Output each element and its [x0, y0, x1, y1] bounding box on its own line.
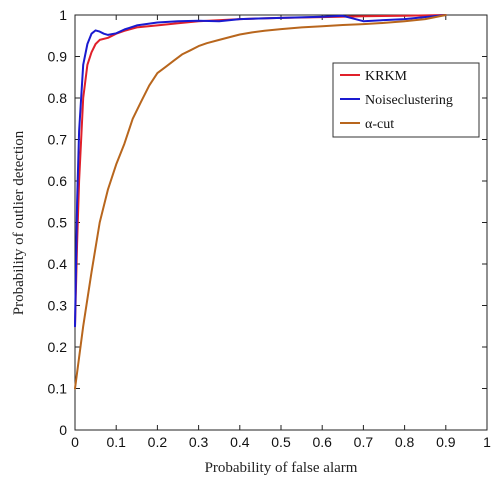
y-tick-label: 0.3: [48, 298, 68, 314]
legend-label-krkm: KRKM: [365, 69, 408, 84]
y-tick-label: 0.6: [48, 173, 68, 189]
y-tick-label: 0.1: [48, 381, 68, 397]
y-tick-label: 0.4: [48, 256, 68, 272]
x-tick-label: 0.7: [354, 434, 374, 450]
y-tick-label: 0: [59, 422, 67, 438]
y-tick-label: 0.8: [48, 90, 68, 106]
x-tick-label: 0.6: [312, 434, 332, 450]
y-tick-label: 0.2: [48, 339, 68, 355]
x-tick-label: 0.9: [436, 434, 456, 450]
x-tick-label: 0.8: [395, 434, 415, 450]
x-axis-title: Probability of false alarm: [205, 460, 358, 476]
x-tick-label: 0.1: [106, 434, 126, 450]
x-tick-label: 0.4: [230, 434, 250, 450]
y-tick-label: 0.5: [48, 215, 68, 231]
y-axis-title: Probability of outlier detection: [11, 130, 27, 315]
series-line-noiseclustering: [74, 14, 447, 328]
legend-label-alpha-cut: α-cut: [365, 117, 394, 132]
series-line-alpha-cut: [74, 14, 447, 390]
x-tick-label: 0.3: [189, 434, 209, 450]
legend: KRKM Noiseclustering α-cut: [332, 62, 480, 138]
legend-label-noiseclustering: Noiseclustering: [365, 93, 453, 108]
axis-ticks: 0 0.1 0.2 0.3 0.4 0.5 0.6 0.7 0.8 0.9 1 0 0.1 0.2 0.3 0…: [48, 7, 492, 450]
y-tick-label: 0.7: [48, 132, 68, 148]
series-lines: [74, 14, 447, 390]
y-tick-label: 0.9: [48, 49, 68, 65]
x-tick-label: 1: [483, 434, 491, 450]
y-tick-label: 1: [59, 7, 67, 23]
x-tick-label: 0.2: [148, 434, 168, 450]
x-tick-label: 0: [71, 434, 79, 450]
x-tick-label: 0.5: [271, 434, 291, 450]
